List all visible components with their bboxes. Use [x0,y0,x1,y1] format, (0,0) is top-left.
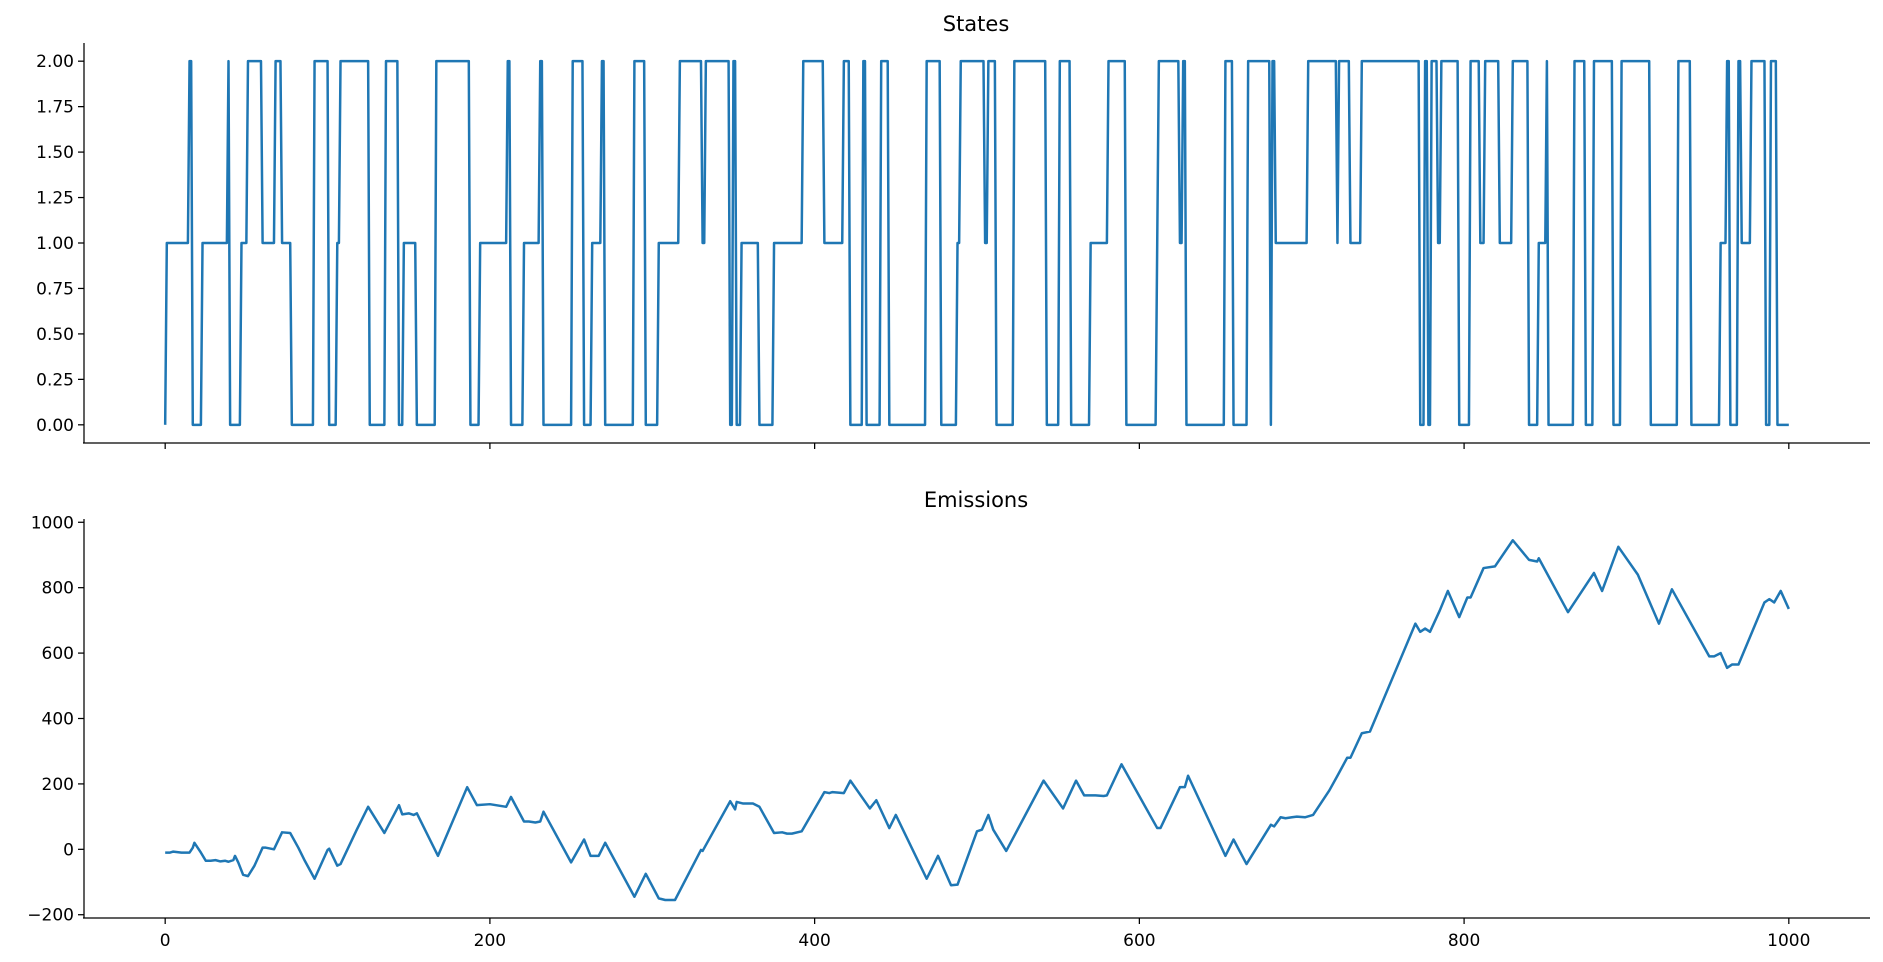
emissions-x-tick-label: 1000 [1767,931,1810,951]
emissions-x-tick-label: 200 [474,931,506,951]
emissions-y-tick-label: −200 [27,906,74,926]
states-y-tick-label: 1.75 [36,98,74,118]
emissions-y-tick-label: 200 [42,775,74,795]
emissions-y-tick-label: 800 [42,579,74,599]
states-y-tick-label: 0.00 [36,416,74,436]
states-y-tick-label: 0.75 [36,279,74,299]
emissions-y-tick-label: 600 [42,644,74,664]
emissions-x-ticks: 0 200 400 600 800 1000 [160,918,1810,951]
emissions-x-tick-label: 0 [160,931,171,951]
emissions-title: Emissions [924,488,1028,512]
states-y-tick-label: 1.00 [36,234,74,254]
states-y-ticks: 0.00 0.25 0.50 0.75 1.00 1.25 1.50 1.75 2.00 [36,52,84,436]
emissions-y-tick-label: 1000 [31,513,74,533]
states-panel: States 0.00 0.25 0.50 0.75 1.00 1.25 1.50 1.75 2… [36,12,1870,449]
states-y-tick-label: 2.00 [36,52,74,72]
states-y-tick-label: 0.50 [36,325,74,345]
emissions-panel: Emissions −200 0 200 400 600 800 1000 0 200 400 6… [27,488,1870,951]
states-x-ticks [164,443,1790,449]
emissions-x-tick-label: 400 [798,931,830,951]
emissions-x-tick-label: 800 [1448,931,1480,951]
states-y-tick-label: 1.50 [36,143,74,163]
states-y-tick-label: 0.25 [36,370,74,390]
emissions-y-tick-label: 0 [63,840,74,860]
emissions-y-ticks: −200 0 200 400 600 800 1000 [27,513,84,926]
states-y-tick-label: 1.25 [36,189,74,209]
states-title: States [943,12,1010,36]
emissions-y-tick-label: 400 [42,710,74,730]
emissions-series-line [165,539,1790,902]
emissions-x-tick-label: 600 [1123,931,1155,951]
states-series-line [163,59,1789,427]
